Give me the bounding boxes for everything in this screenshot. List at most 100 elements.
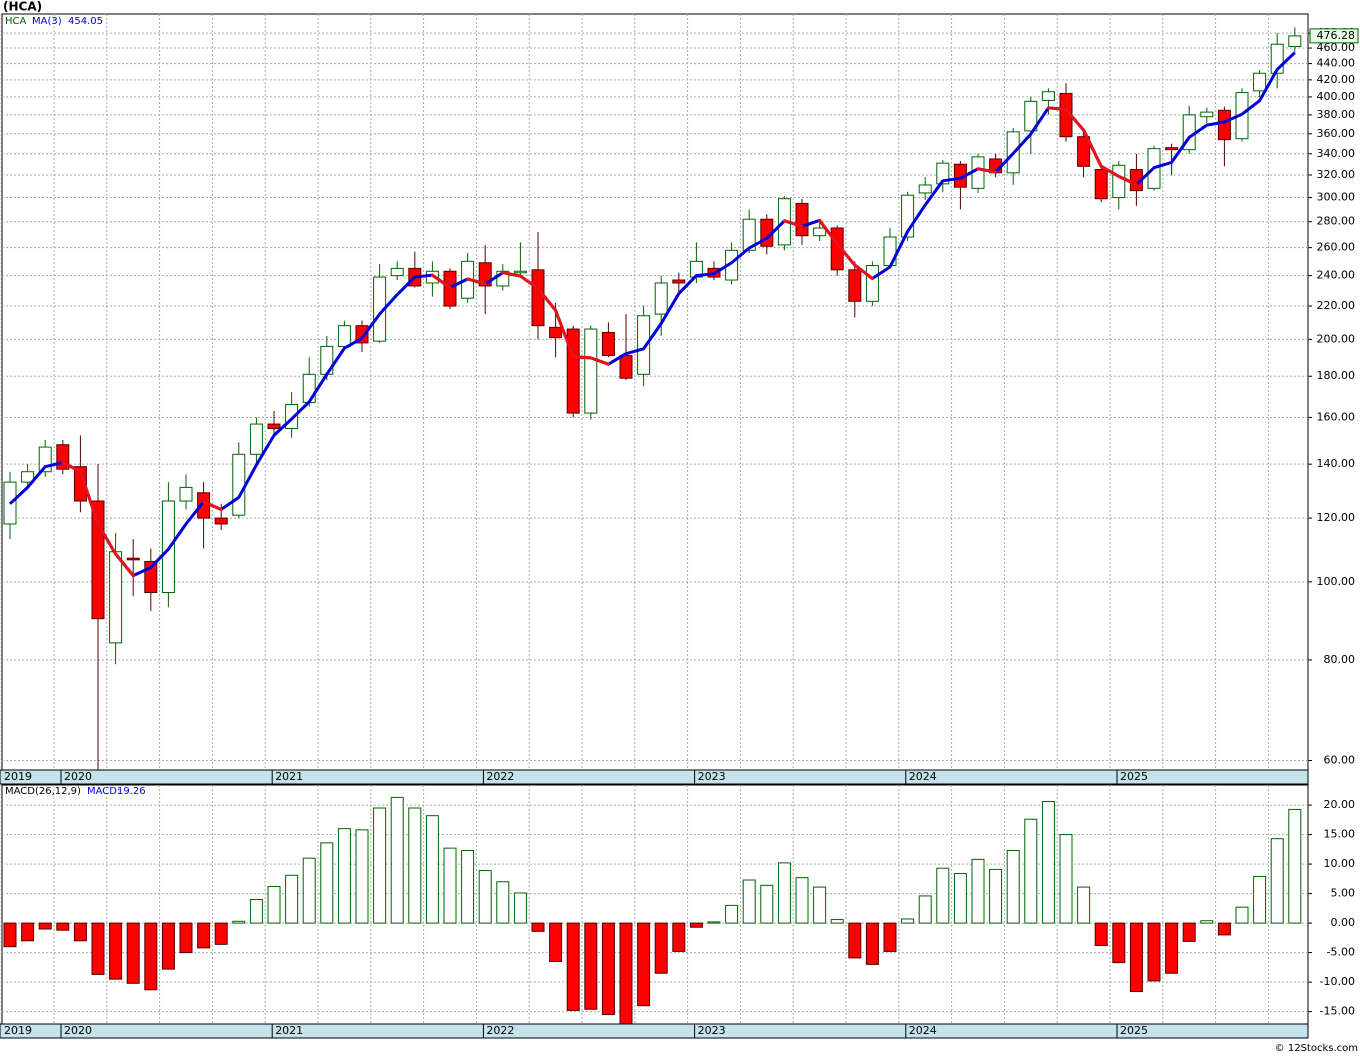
macd-bar — [302, 857, 316, 924]
candle-body — [1041, 91, 1055, 101]
y-tick-label: 100.00 — [1317, 575, 1356, 588]
x-tick-label: 2021 — [275, 1024, 303, 1037]
candle-body — [302, 373, 316, 403]
candle-body — [813, 227, 827, 237]
candle-body — [91, 500, 105, 620]
y-tick-label: 220.00 — [1317, 299, 1356, 312]
ma-down-segment — [518, 274, 540, 291]
macd-bar — [1094, 922, 1108, 947]
macd-bar — [1253, 875, 1267, 924]
y-tick-label: 340.00 — [1317, 147, 1356, 160]
y-tick-label: 240.00 — [1317, 269, 1356, 282]
macd-bar — [1165, 922, 1179, 974]
macd-bar — [197, 922, 211, 949]
x-tick-label: 2022 — [486, 770, 514, 783]
candle-body — [936, 162, 950, 185]
y-tick-label: 60.00 — [1324, 754, 1356, 767]
macd-bar — [865, 922, 879, 965]
ma-down-segment — [114, 552, 135, 578]
y-tick-label: 15.00 — [1324, 828, 1356, 841]
x-tick-label: 2019 — [4, 770, 32, 783]
date-axis — [0, 1023, 1309, 1039]
macd-bar — [936, 867, 950, 924]
macd-bar — [971, 858, 985, 924]
macd-bar — [584, 922, 598, 1010]
y-tick-label: 120.00 — [1317, 511, 1356, 524]
candle-body — [21, 471, 35, 483]
candle-body — [848, 269, 862, 302]
ma-down-segment — [818, 218, 839, 246]
y-tick-label: 20.00 — [1324, 798, 1356, 811]
candle-body — [654, 282, 668, 315]
macd-bar — [795, 877, 809, 924]
macd-bar — [566, 922, 580, 1011]
y-tick-label: 400.00 — [1317, 90, 1356, 103]
y-tick-label: 10.00 — [1324, 857, 1356, 870]
macd-bar — [777, 862, 791, 924]
macd-bar — [496, 881, 510, 924]
x-tick-label: 2021 — [275, 770, 303, 783]
ma-down-segment — [1064, 107, 1086, 132]
macd-bar — [1200, 920, 1214, 924]
macd-bar — [478, 870, 492, 924]
macd-bar — [725, 904, 739, 924]
macd-bar — [848, 922, 862, 959]
candle-body — [637, 315, 651, 375]
price-box — [1309, 28, 1359, 44]
ma-down-segment — [61, 460, 82, 474]
macd-bar — [425, 815, 439, 924]
ma-down-segment — [1082, 128, 1103, 168]
x-tick-label: 2025 — [1120, 1024, 1148, 1037]
candle-body — [531, 269, 545, 327]
candle-body — [742, 218, 756, 251]
macd-bar — [109, 922, 123, 980]
macd-bar — [126, 922, 140, 984]
macd-bar — [953, 873, 967, 924]
candle-body — [619, 354, 633, 379]
macd-bar — [38, 922, 52, 930]
x-tick-label: 2025 — [1120, 770, 1148, 783]
candle-body — [73, 466, 87, 502]
macd-bar — [989, 868, 1003, 924]
macd-bar — [214, 922, 228, 945]
macd-bar — [337, 828, 351, 924]
candle-body — [1253, 72, 1267, 92]
macd-bar — [549, 922, 563, 962]
macd-bar — [1235, 906, 1249, 924]
macd-bar — [1024, 818, 1038, 924]
y-tick-label: 160.00 — [1317, 410, 1356, 423]
candle-body — [1077, 136, 1091, 167]
macd-bar — [619, 922, 633, 1025]
macd-bar — [232, 920, 246, 924]
y-tick-label: 440.00 — [1317, 57, 1356, 70]
macd-bar — [1182, 922, 1196, 942]
candle-body — [1288, 35, 1302, 48]
candle-body — [549, 326, 563, 339]
y-tick-label: 5.00 — [1331, 887, 1356, 900]
candle-body — [865, 265, 879, 302]
candle-body — [337, 325, 351, 347]
watermark: © 12Stocks.com — [1275, 1043, 1358, 1054]
macd-bar — [637, 922, 651, 1007]
macd-bar — [689, 922, 703, 928]
macd-bar — [179, 922, 193, 954]
macd-bar — [707, 921, 721, 924]
plot-area — [1, 784, 1309, 1025]
macd-bar — [1288, 808, 1302, 924]
candle-body — [267, 423, 281, 430]
plot-area — [1, 13, 1309, 771]
macd-bar — [1129, 922, 1143, 993]
x-tick-label: 2020 — [64, 1024, 92, 1037]
macd-bar — [285, 874, 299, 924]
macd-bar — [355, 829, 369, 924]
macd-bar — [320, 842, 334, 924]
legend-ma: MA(3) — [32, 16, 62, 27]
macd-bar — [760, 884, 774, 924]
macd-bar — [1270, 838, 1284, 924]
candle-body — [478, 262, 492, 287]
x-tick-label: 2022 — [486, 1024, 514, 1037]
chart-title: (HCA) — [3, 0, 42, 14]
y-tick-label: 280.00 — [1317, 215, 1356, 228]
macd-bar — [1217, 922, 1231, 936]
